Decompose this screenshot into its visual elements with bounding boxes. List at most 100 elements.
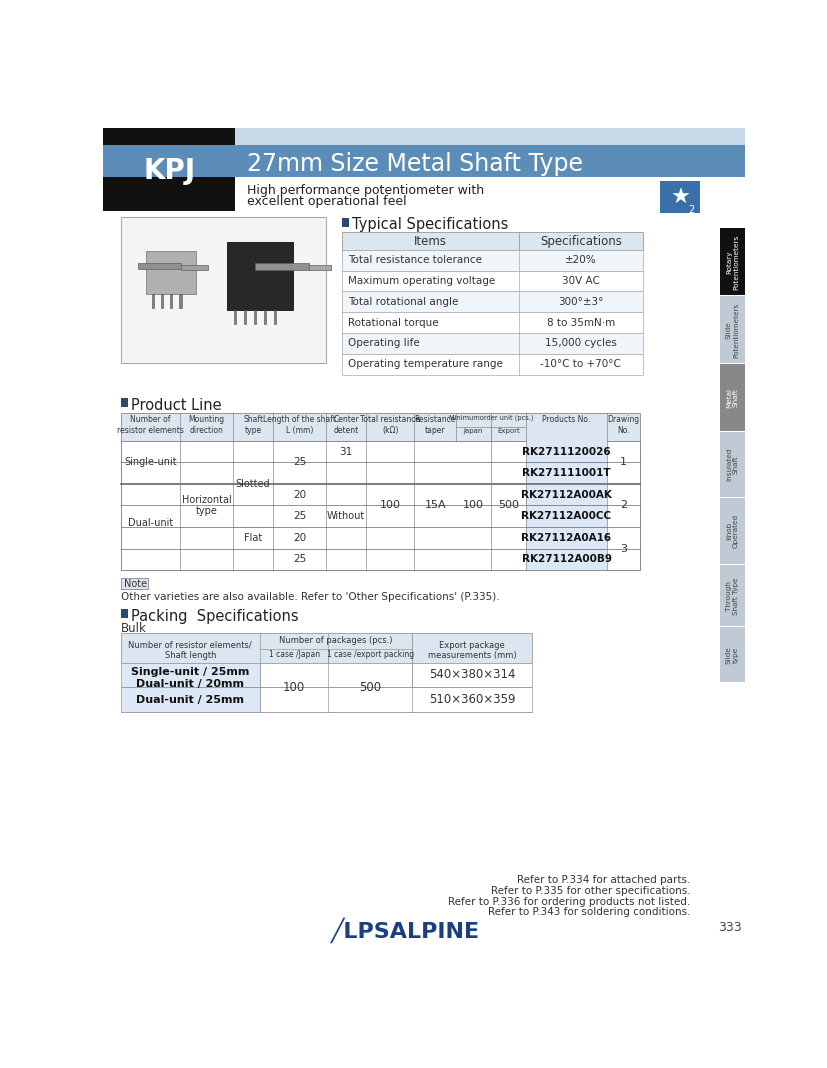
Bar [342,250,642,270]
Text: -10°C to +70°C: -10°C to +70°C [540,359,620,370]
Text: Operating life: Operating life [348,339,419,348]
Text: 1 case /export packing: 1 case /export packing [326,650,414,659]
Text: Refer to P.335 for other specifications.: Refer to P.335 for other specifications. [490,885,690,896]
Text: 1 case /Japan: 1 case /Japan [268,650,319,659]
Bar [342,333,642,354]
Bar [138,263,181,269]
Bar [179,294,182,308]
Text: Items: Items [414,235,447,248]
Bar [342,218,349,226]
Text: RK27112A00B9: RK27112A00B9 [521,554,611,564]
Text: KPJ: KPJ [143,157,195,185]
Bar [412,662,532,687]
Bar [170,294,172,308]
Bar [233,310,236,324]
Text: 31: 31 [339,446,352,456]
Bar [525,505,606,527]
Text: 100: 100 [283,680,305,694]
Bar [151,294,154,308]
Text: excellent operational feel: excellent operational feel [246,195,406,208]
Text: RK2711120026: RK2711120026 [522,446,610,456]
Bar [103,145,744,177]
Bar [719,498,744,564]
Bar [121,610,127,618]
Text: 25: 25 [293,512,306,521]
Text: Without: Without [327,512,365,521]
Bar [254,310,256,324]
Bar [719,364,744,430]
Text: 15A: 15A [424,501,446,511]
Text: Japan: Japan [463,428,483,435]
Text: 20: 20 [293,533,306,543]
Text: Number of
resistor elements: Number of resistor elements [117,415,184,435]
Text: Single-unit: Single-unit [124,457,176,468]
Text: Refer to P.343 for soldering conditions.: Refer to P.343 for soldering conditions. [487,908,690,917]
Text: 500: 500 [497,501,519,511]
Bar [260,687,532,711]
Text: Dual-unit: Dual-unit [127,518,173,528]
Text: Specifications: Specifications [539,235,621,248]
Text: Center
detent: Center detent [332,415,359,435]
Text: Packing  Specifications: Packing Specifications [131,609,298,624]
Bar [264,310,266,324]
Bar [121,578,148,590]
Text: Through
Shaft Type: Through Shaft Type [725,577,738,615]
Text: Rotational torque: Rotational torque [348,317,438,328]
Text: ╱LPSALPINE: ╱LPSALPINE [331,917,480,943]
Text: Knob
Operated: Knob Operated [725,514,738,548]
Bar [525,462,606,484]
Bar [719,627,744,681]
Text: 1: 1 [619,457,626,468]
Text: 25: 25 [293,457,306,468]
Text: 333: 333 [717,922,741,934]
Text: Length of the shaft
L (mm): Length of the shaft L (mm) [263,415,336,435]
Text: Number of resistor elements/
Shaft length: Number of resistor elements/ Shaft lengt… [128,641,252,660]
Text: Bulk: Bulk [121,623,146,635]
Text: 2: 2 [619,501,626,511]
Bar [181,265,208,270]
Bar [525,527,606,549]
Bar [342,354,642,375]
Text: Horizontal
type: Horizontal type [181,494,232,516]
Bar [243,310,246,324]
Bar [121,687,260,711]
Bar [121,217,326,363]
Bar [121,398,127,407]
Text: RK27112A00AK: RK27112A00AK [520,490,611,500]
Text: 8 to 35mN·m: 8 to 35mN·m [546,317,614,328]
Text: 15,000 cycles: 15,000 cycles [544,339,616,348]
Text: ★: ★ [669,188,689,208]
Bar [719,565,744,626]
Bar [342,270,642,292]
Text: Maximum operating voltage: Maximum operating voltage [348,276,495,286]
Bar [255,263,308,270]
Text: Drawing
No.: Drawing No. [607,415,638,435]
Text: Dual-unit / 25mm: Dual-unit / 25mm [136,694,244,705]
Bar [719,431,744,497]
Text: Total resistance tolerance: Total resistance tolerance [348,255,482,265]
Text: Export: Export [496,428,519,435]
Text: Metal
Shaft: Metal Shaft [725,388,738,408]
Text: 100: 100 [380,501,400,511]
Bar [525,549,606,570]
Bar [719,296,744,363]
Text: RK271111001T: RK271111001T [522,468,610,478]
Bar [103,128,235,211]
Text: Refer to P.336 for ordering products not listed.: Refer to P.336 for ordering products not… [447,897,690,907]
Text: 27mm Size Metal Shaft Type: 27mm Size Metal Shaft Type [246,152,582,176]
Text: RK27112A0A16: RK27112A0A16 [521,533,611,543]
Text: 300°±3°: 300°±3° [557,297,603,307]
Text: Slotted: Slotted [236,478,270,489]
Bar [659,180,700,213]
Text: 3: 3 [619,544,626,553]
Text: Total resistance
(kΩ): Total resistance (kΩ) [360,415,420,435]
Text: Product Line: Product Line [131,397,221,412]
Bar [103,128,744,145]
Text: 500: 500 [359,680,380,694]
Bar [525,441,606,462]
Text: Minimumorder unit (pcs.): Minimumorder unit (pcs.) [448,414,533,421]
Text: 2: 2 [687,205,693,215]
Text: Slide
type: Slide type [725,646,738,663]
Bar [308,265,330,270]
Text: Products No.: Products No. [542,415,590,424]
